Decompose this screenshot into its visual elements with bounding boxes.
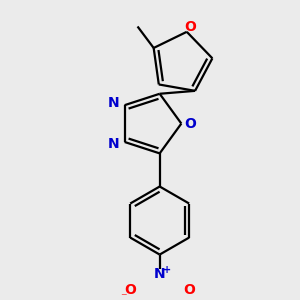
- Text: O: O: [184, 20, 196, 34]
- Text: N: N: [154, 267, 166, 281]
- Text: N: N: [108, 137, 120, 151]
- Text: O: O: [184, 117, 196, 130]
- Text: +: +: [163, 265, 171, 275]
- Text: O: O: [183, 284, 195, 297]
- Text: O: O: [124, 284, 136, 297]
- Text: N: N: [108, 96, 120, 110]
- Text: ⁻: ⁻: [121, 291, 127, 300]
